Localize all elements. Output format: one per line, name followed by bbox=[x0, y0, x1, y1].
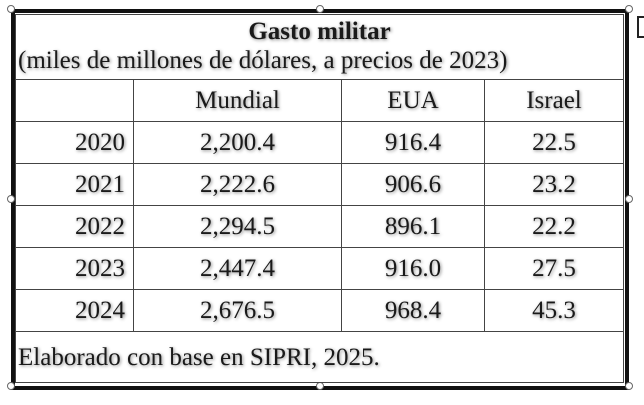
table-row: 2023 2,447.4 916.0 27.5 bbox=[15, 247, 625, 290]
table-subtitle: (miles de millones de dólares, a precios… bbox=[18, 47, 508, 74]
resize-handle-bottom-center[interactable] bbox=[316, 382, 324, 390]
cell-eua: 968.4 bbox=[341, 289, 485, 332]
table-row: 2024 2,676.5 968.4 45.3 bbox=[15, 289, 625, 332]
cell-israel: 22.2 bbox=[483, 205, 625, 248]
resize-handle-top-left[interactable] bbox=[7, 5, 15, 13]
column-header-mundial: Mundial bbox=[133, 79, 342, 122]
cell-israel: 27.5 bbox=[483, 247, 625, 290]
cell-eua: 916.4 bbox=[341, 121, 485, 164]
cell-year: 2023 bbox=[15, 247, 134, 290]
table-title-cell: Gasto militar (miles de millones de dóla… bbox=[14, 14, 625, 80]
resize-handle-bottom-left[interactable] bbox=[7, 382, 15, 390]
cell-year: 2024 bbox=[15, 289, 134, 332]
table-title: Gasto militar bbox=[248, 18, 391, 45]
resize-handle-bottom-right[interactable] bbox=[625, 382, 633, 390]
header-row: Mundial EUA Israel bbox=[15, 79, 625, 122]
column-header-blank bbox=[15, 79, 134, 122]
cell-year: 2021 bbox=[15, 163, 134, 206]
resize-handle-top-center[interactable] bbox=[316, 5, 324, 13]
resize-handle-middle-left[interactable] bbox=[7, 195, 15, 203]
data-table: Gasto militar (miles de millones de dóla… bbox=[14, 14, 625, 383]
resize-handle-middle-right[interactable] bbox=[625, 195, 633, 203]
table-row: 2021 2,222.6 906.6 23.2 bbox=[15, 163, 625, 206]
cell-eua: 906.6 bbox=[341, 163, 485, 206]
cell-mundial: 2,676.5 bbox=[133, 289, 342, 332]
cell-israel: 23.2 bbox=[483, 163, 625, 206]
column-header-eua: EUA bbox=[341, 79, 485, 122]
cell-year: 2022 bbox=[15, 205, 134, 248]
cell-mundial: 2,200.4 bbox=[133, 121, 342, 164]
cell-mundial: 2,447.4 bbox=[133, 247, 342, 290]
table-row: 2020 2,200.4 916.4 22.5 bbox=[15, 121, 625, 164]
cell-year: 2020 bbox=[15, 121, 134, 164]
table-row: 2022 2,294.5 896.1 22.2 bbox=[15, 205, 625, 248]
cell-eua: 916.0 bbox=[341, 247, 485, 290]
table-source-note: Elaborado con base en SIPRI, 2025. bbox=[14, 331, 625, 383]
cell-eua: 896.1 bbox=[341, 205, 485, 248]
column-header-israel: Israel bbox=[483, 79, 625, 122]
cell-israel: 45.3 bbox=[483, 289, 625, 332]
cell-israel: 22.5 bbox=[483, 121, 625, 164]
resize-handle-top-right[interactable] bbox=[625, 5, 633, 13]
cell-mundial: 2,222.6 bbox=[133, 163, 342, 206]
military-spending-table[interactable]: Gasto militar (miles de millones de dóla… bbox=[14, 14, 625, 386]
cell-mundial: 2,294.5 bbox=[133, 205, 342, 248]
adjacent-object-edge bbox=[637, 16, 644, 38]
